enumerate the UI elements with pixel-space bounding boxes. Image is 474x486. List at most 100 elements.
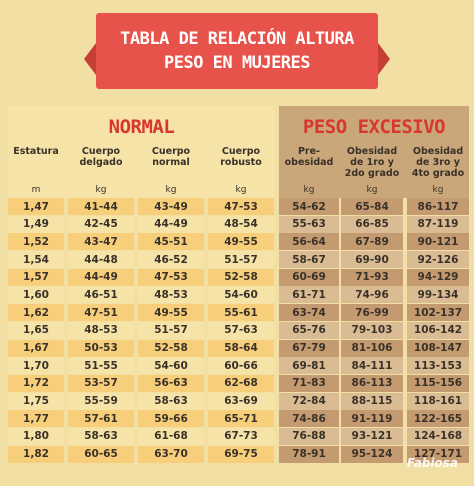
table-cell: 45-51: [138, 233, 204, 251]
table-cell: 94-129: [407, 268, 469, 286]
table-cell: 81-106: [341, 339, 403, 357]
table-cell: 60-65: [68, 445, 134, 463]
table-row: 1,82 60-65 63-70 69-75 78-91 95-124 127-171: [8, 445, 469, 464]
table-cell: 115-156: [407, 374, 469, 392]
weight-table: NORMAL PESO EXCESIVO Estatura Cuerpo del…: [8, 106, 469, 463]
table-cell: 108-147: [407, 339, 469, 357]
table-cell: 48-53: [68, 321, 134, 339]
table-cell: 42-45: [68, 215, 134, 233]
table-body: 1,47 41-44 43-49 47-53 54-62 65-84 86-117 1,49 4…: [8, 198, 469, 463]
table-cell: 66-85: [341, 215, 403, 233]
table-cell: 55-59: [68, 392, 134, 410]
table-cell: 49-55: [208, 233, 274, 251]
table-cell: 1,77: [8, 410, 64, 428]
table-cell: 63-74: [279, 304, 339, 322]
table-cell: 58-67: [279, 251, 339, 269]
group-title-excess: PESO EXCESIVO: [302, 116, 446, 138]
group-title-normal: NORMAL: [108, 116, 175, 138]
table-row: 1,52 43-47 45-51 49-55 56-64 67-89 90-121: [8, 233, 469, 251]
table-cell: 41-44: [68, 198, 134, 215]
table-cell: 65-84: [341, 198, 403, 215]
table-cell: 67-79: [279, 339, 339, 357]
table-cell: 124-168: [407, 427, 469, 445]
table-cell: 54-62: [279, 198, 339, 215]
table-row: 1,54 44-48 46-52 51-57 58-67 69-90 92-126: [8, 251, 469, 269]
table-cell: 55-61: [208, 304, 274, 322]
table-cell: 60-66: [208, 357, 274, 375]
table-cell: 88-115: [341, 392, 403, 410]
table-cell: 84-111: [341, 357, 403, 375]
table-cell: 74-96: [341, 286, 403, 304]
table-cell: 49-55: [138, 304, 204, 322]
table-row: 1,67 50-53 52-58 58-64 67-79 81-106 108-147: [8, 339, 469, 358]
table-cell: 47-53: [138, 268, 204, 286]
table-cell: 52-58: [208, 268, 274, 286]
table-row: 1,57 44-49 47-53 52-58 60-69 71-93 94-129: [8, 268, 469, 287]
table-cell: 65-71: [208, 410, 274, 428]
table-cell: 67-89: [341, 233, 403, 251]
table-cell: 51-57: [208, 251, 274, 269]
table-row: 1,49 42-45 44-49 48-54 55-63 66-85 87-119: [8, 215, 469, 234]
table-cell: 93-121: [341, 427, 403, 445]
normal-header-bg: [8, 106, 275, 198]
table-cell: 79-103: [341, 321, 403, 339]
table-cell: 44-49: [68, 268, 134, 286]
table-cell: 62-68: [208, 374, 274, 392]
table-cell: 47-51: [68, 304, 134, 322]
table-cell: 1,82: [8, 445, 64, 463]
table-cell: 58-64: [208, 339, 274, 357]
title-line-1: TABLA DE RELACIÓN ALTURA: [120, 29, 354, 49]
table-cell: 1,65: [8, 321, 64, 339]
unit-obesidad-3-4: kg: [432, 185, 444, 195]
table-cell: 50-53: [68, 339, 134, 357]
table-cell: 48-54: [208, 215, 274, 233]
table-cell: 46-51: [68, 286, 134, 304]
table-cell: 87-119: [407, 215, 469, 233]
table-cell: 71-83: [279, 374, 339, 392]
table-cell: 46-52: [138, 251, 204, 269]
table-cell: 1,60: [8, 286, 64, 304]
table-cell: 51-55: [68, 357, 134, 375]
unit-preobesidad: kg: [303, 185, 315, 195]
table-cell: 92-126: [407, 251, 469, 269]
table-cell: 58-63: [68, 427, 134, 445]
table-cell: 55-63: [279, 215, 339, 233]
excess-header-bg: [279, 106, 469, 198]
table-cell: 1,62: [8, 304, 64, 322]
table-cell: 63-70: [138, 445, 204, 463]
table-cell: 127-171: [407, 445, 469, 463]
table-cell: 1,47: [8, 198, 64, 215]
table-cell: 69-90: [341, 251, 403, 269]
table-cell: 44-48: [68, 251, 134, 269]
table-row: 1,47 41-44 43-49 47-53 54-62 65-84 86-117: [8, 198, 469, 216]
table-cell: 1,80: [8, 427, 64, 445]
table-cell: 43-49: [138, 198, 204, 215]
table-cell: 99-134: [407, 286, 469, 304]
title-banner: TABLA DE RELACIÓN ALTURA PESO EN MUJERES: [84, 13, 390, 89]
table-cell: 1,49: [8, 215, 64, 233]
table-cell: 72-84: [279, 392, 339, 410]
table-cell: 78-91: [279, 445, 339, 463]
table-row: 1,75 55-59 58-63 63-69 72-84 88-115 118-161: [8, 392, 469, 411]
table-cell: 61-71: [279, 286, 339, 304]
column-header-estatura: Estatura: [13, 146, 59, 157]
table-cell: 1,75: [8, 392, 64, 410]
table-cell: 60-69: [279, 268, 339, 286]
table-cell: 43-47: [68, 233, 134, 251]
column-header-delgado: Cuerpo delgado: [79, 146, 123, 168]
title-line-2: PESO EN MUJERES: [163, 53, 311, 73]
table-cell: 86-113: [341, 374, 403, 392]
table-row: 1,72 53-57 56-63 62-68 71-83 86-113 115-156: [8, 374, 469, 393]
unit-normal: kg: [165, 185, 177, 195]
table-cell: 118-161: [407, 392, 469, 410]
table-cell: 51-57: [138, 321, 204, 339]
table-row: 1,60 46-51 48-53 54-60 61-71 74-96 99-134: [8, 286, 469, 304]
table-cell: 47-53: [208, 198, 274, 215]
table-row: 1,65 48-53 51-57 57-63 65-76 79-103 106-142: [8, 321, 469, 340]
unit-delgado: kg: [95, 185, 107, 195]
table-cell: 54-60: [138, 357, 204, 375]
unit-robusto: kg: [235, 185, 247, 195]
table-cell: 69-81: [279, 357, 339, 375]
table-cell: 69-75: [208, 445, 274, 463]
table-cell: 71-93: [341, 268, 403, 286]
